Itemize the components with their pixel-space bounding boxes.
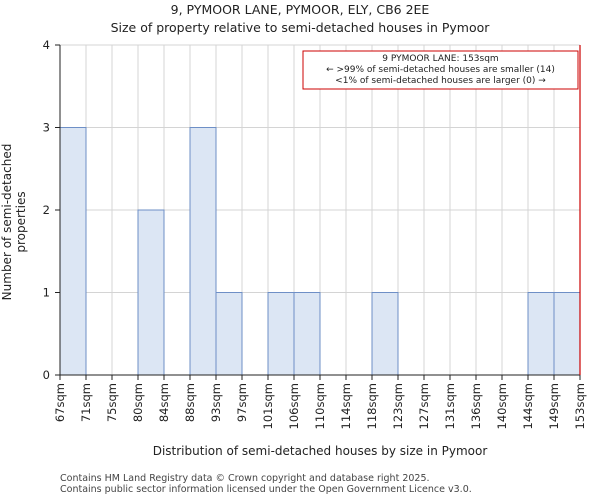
x-tick-label: 106sqm: [287, 383, 301, 429]
annotation-line: 9 PYMOOR LANE: 153sqm: [382, 54, 498, 64]
footer-licence: Contains public sector information licen…: [60, 484, 472, 495]
histogram-bar: [293, 292, 321, 376]
x-tick-label: 127sqm: [417, 383, 431, 429]
footer-copyright: Contains HM Land Registry data © Crown c…: [60, 473, 430, 484]
x-tick-label: 140sqm: [495, 383, 509, 429]
y-tick-label: 0: [43, 368, 50, 382]
y-tick-label: 1: [43, 286, 50, 300]
annotation-line: ← >99% of semi-detached houses are small…: [326, 65, 555, 75]
chart-subtitle: Size of property relative to semi-detach…: [110, 20, 490, 35]
x-tick-label: 114sqm: [339, 383, 353, 429]
histogram-bar: [527, 292, 555, 376]
annotation-box: [302, 50, 579, 90]
histogram-bar: [215, 292, 243, 376]
x-tick-label: 123sqm: [391, 383, 405, 429]
y-axis-label: Number of semi-detached properties: [0, 143, 28, 301]
histogram-bar: [189, 127, 217, 376]
x-tick-label: 144sqm: [521, 383, 535, 429]
histogram-bar: [137, 209, 165, 376]
x-tick-label: 93sqm: [209, 383, 223, 422]
x-tick-label: 71sqm: [79, 383, 93, 422]
x-tick-label: 67sqm: [53, 383, 67, 422]
y-tick-label: 4: [43, 38, 50, 52]
x-tick-label: 101sqm: [261, 383, 275, 429]
x-tick-label: 110sqm: [313, 383, 327, 429]
chart-title: 9, PYMOOR LANE, PYMOOR, ELY, CB6 2EE: [170, 2, 430, 17]
y-tick-label: 2: [43, 203, 50, 217]
x-tick-label: 136sqm: [469, 383, 483, 429]
x-tick-label: 75sqm: [105, 383, 119, 422]
x-tick-label: 131sqm: [443, 383, 457, 429]
histogram-bar: [553, 292, 581, 376]
x-tick-label: 80sqm: [131, 383, 145, 422]
y-tick-label: 3: [43, 121, 50, 135]
x-tick-label: 118sqm: [365, 383, 379, 429]
x-tick-label: 97sqm: [235, 383, 249, 422]
histogram-bar: [267, 292, 295, 376]
x-tick-label: 88sqm: [183, 383, 197, 422]
x-tick-label: 149sqm: [547, 383, 561, 429]
x-tick-label: 153sqm: [573, 383, 587, 429]
annotation-line: <1% of semi-detached houses are larger (…: [335, 76, 546, 86]
x-axis-label: Distribution of semi-detached houses by …: [152, 444, 488, 458]
histogram-bar: [59, 127, 87, 376]
histogram-bar: [371, 292, 399, 376]
x-tick-label: 84sqm: [157, 383, 171, 422]
